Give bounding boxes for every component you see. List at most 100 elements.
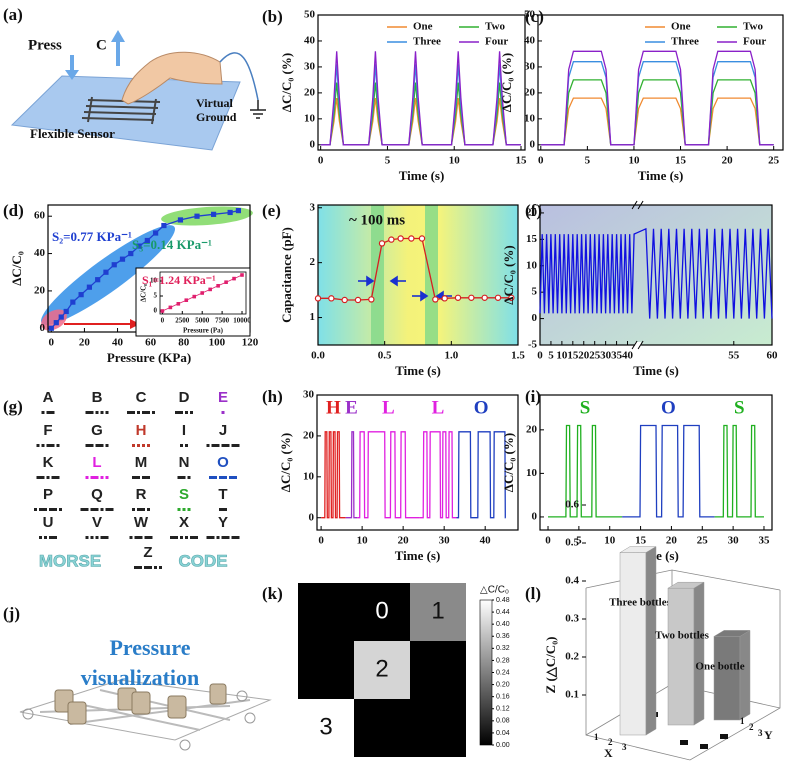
x-tick-label: 55 xyxy=(728,350,740,362)
morse-symbol xyxy=(206,536,215,539)
x-tick-label: 3 xyxy=(622,742,627,752)
heatmap-cell xyxy=(410,699,466,757)
morse-symbol xyxy=(137,508,145,511)
legend-label: Three xyxy=(413,36,441,48)
letter: W xyxy=(134,514,149,531)
letter-label: L xyxy=(432,397,445,418)
morse-symbol xyxy=(180,444,183,447)
heatmap-cell xyxy=(354,641,410,699)
data-point xyxy=(161,222,167,229)
x-tick-label: 5 xyxy=(548,350,554,362)
morse-symbol xyxy=(142,411,150,414)
colorbar-tick-label: 0.24 xyxy=(496,669,510,676)
letter: M xyxy=(135,454,148,471)
x-axis-title: Pressure (Pa) xyxy=(183,327,224,335)
x-tick-label: 0 xyxy=(538,155,544,167)
data-point xyxy=(240,273,244,277)
x-tick-label: 40 xyxy=(480,535,492,547)
x-tick-label: 30 xyxy=(728,535,740,547)
word: MORSE xyxy=(39,551,101,570)
x-tick-label: 0 xyxy=(318,155,324,167)
x-tick-label: 0 xyxy=(318,535,324,547)
x-tick-label: 25 xyxy=(697,535,709,547)
morse-symbol xyxy=(211,444,220,447)
data-point xyxy=(128,250,134,257)
morse-symbol xyxy=(132,444,135,447)
morse-symbol xyxy=(85,411,94,414)
annotation: S₂=0.77 KPa⁻¹ xyxy=(52,229,132,244)
annotation: S₁=1.24 KPa⁻¹ xyxy=(142,273,216,287)
x-tick-label: 60 xyxy=(767,350,779,362)
morse-symbol xyxy=(36,444,40,447)
arrow xyxy=(358,275,452,302)
morse-symbol xyxy=(137,411,140,414)
morse-symbol xyxy=(100,411,104,414)
morse-symbol xyxy=(144,566,152,569)
floor-square xyxy=(700,744,708,749)
x-tick-label: 60 xyxy=(145,337,157,349)
legend-label: Four xyxy=(485,36,508,48)
y-tick-label: 10 xyxy=(526,467,538,479)
morse-symbol xyxy=(185,444,188,447)
y-tick-label: 0 xyxy=(532,510,538,522)
morse-symbol xyxy=(142,444,145,447)
floor-square xyxy=(680,740,688,745)
letter: C xyxy=(136,389,147,406)
data-point xyxy=(227,209,233,216)
letter: N xyxy=(179,454,190,471)
illustration-text: visualization xyxy=(81,665,200,690)
colorbar-tick-label: 0.16 xyxy=(496,694,510,701)
x-tick-label: 35 xyxy=(758,535,770,547)
plot-frame xyxy=(317,204,519,346)
illustration-text: Press xyxy=(28,37,62,53)
morse-symbol xyxy=(180,536,183,539)
morse-symbol xyxy=(59,508,62,511)
data-point xyxy=(194,213,200,219)
legend-label: Two xyxy=(485,21,505,33)
plot-frame xyxy=(317,14,526,151)
z-tick-label: 0.6 xyxy=(565,499,579,511)
data-point xyxy=(432,296,439,303)
data-point xyxy=(119,256,126,262)
morse-symbol xyxy=(152,411,155,414)
morse-symbol xyxy=(190,536,198,539)
bar-front xyxy=(619,552,647,736)
series-line xyxy=(419,431,457,519)
letter-label: L xyxy=(382,397,395,418)
x-tick-label: 2 xyxy=(608,737,613,747)
letter: G xyxy=(91,422,103,439)
morse-symbol xyxy=(185,411,188,414)
y-tick-label: 1 xyxy=(310,311,316,323)
bar-label: Two bottles xyxy=(655,630,710,642)
illustration-text: Ground xyxy=(196,110,237,124)
data-point xyxy=(63,308,69,315)
morse-symbol xyxy=(90,536,94,539)
data-point xyxy=(184,298,189,302)
morse-symbol xyxy=(100,508,104,511)
letter: T xyxy=(218,486,227,503)
x-tick-label: 5 xyxy=(585,155,591,167)
data-point xyxy=(192,294,197,299)
morse-symbol xyxy=(80,508,89,511)
panel-label: (i) xyxy=(525,387,541,406)
data-point xyxy=(441,295,448,302)
sensor-illustration xyxy=(10,30,266,151)
morse-symbol xyxy=(221,444,230,447)
y-tick-label: 20 xyxy=(304,86,316,98)
y-axis-title: ΔC/C₀ (%) xyxy=(501,433,516,492)
data-point xyxy=(468,294,475,301)
y-tick-label: 0 xyxy=(40,322,46,334)
panel-label: (f) xyxy=(525,201,542,220)
heatmap-cell xyxy=(298,699,354,757)
data-point xyxy=(53,320,59,326)
x-tick-label: 0 xyxy=(49,337,55,349)
morse-symbol xyxy=(36,476,45,479)
x-tick-label: 0.0 xyxy=(311,350,325,362)
morse-symbol xyxy=(44,536,47,539)
y-tick-label: 3 xyxy=(758,728,763,738)
y-tick-label: 50 xyxy=(304,9,316,21)
morse-symbol xyxy=(56,444,60,447)
series-line xyxy=(540,50,774,146)
data-point xyxy=(153,230,159,236)
series-line xyxy=(548,424,623,518)
